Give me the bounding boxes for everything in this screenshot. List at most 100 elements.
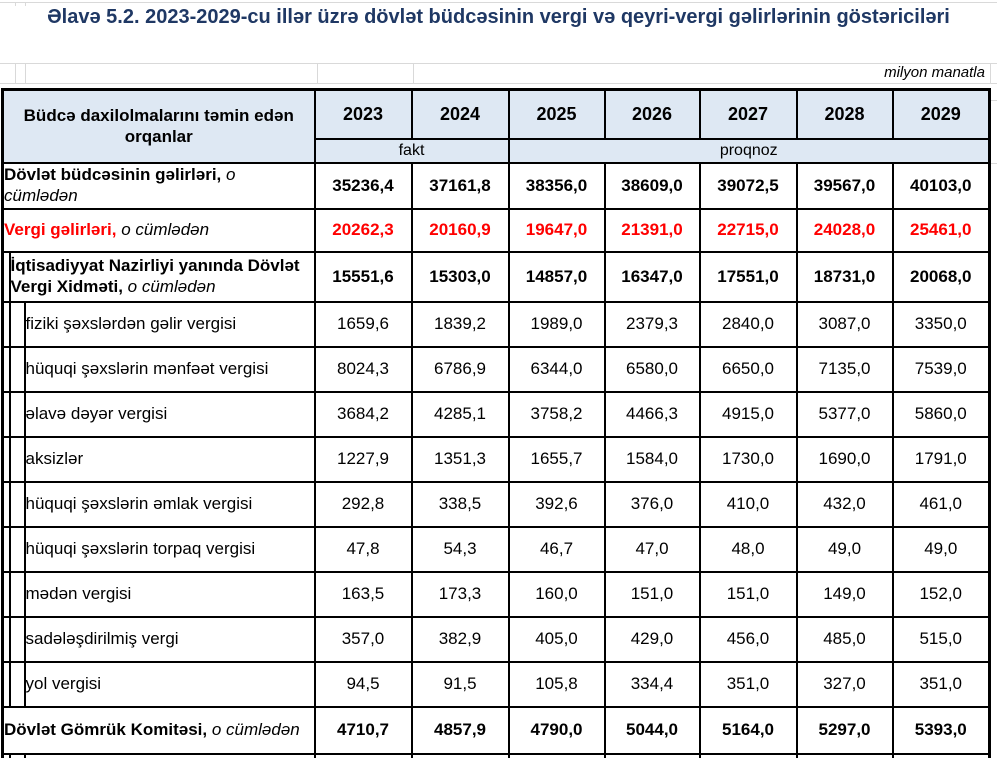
row-label-cell: hüquqi şəxslərin əmlak vergisi: [23, 480, 316, 528]
row-label-text: əlavə dəyər vergisi: [25, 403, 168, 423]
indent-cell: [1, 752, 11, 758]
table-row: əlavə dəyər vergisi 3684,2 4285,1 3758,2 446…: [1, 390, 991, 438]
indent-cell: [1, 435, 11, 483]
value-cell: 351,0: [698, 660, 798, 708]
value-cell: 382,9: [410, 615, 510, 663]
value-cell: 21391,0: [603, 207, 701, 253]
value-cell: 461,0: [891, 480, 991, 528]
value-cell: 94,5: [313, 660, 413, 708]
value-cell: 2840,0: [698, 300, 798, 348]
value-cell: 1989,0: [507, 300, 606, 348]
row-label-cell: hüquqi şəxslərin mənfəət vergisi: [23, 345, 316, 393]
row-label-cell: aksizlər: [23, 435, 316, 483]
row-label-cell: Vergi gəlirləri, o cümlədən: [1, 207, 316, 253]
table-row: hüquqi şəxslərin əmlak vergisi 292,8 338,5…: [1, 480, 991, 528]
row-label-cell: əlavə dəyər vergisi: [23, 390, 316, 438]
value-cell: 1690,0: [795, 435, 894, 483]
header-year-2024: 2024: [410, 88, 510, 140]
value-cell: 7539,0: [891, 345, 991, 393]
table-row: Vergi gəlirləri, o cümlədən 20262,3 20160,…: [1, 207, 991, 253]
value-cell: 91,5: [410, 660, 510, 708]
value-cell: [891, 752, 991, 758]
value-cell: 4915,0: [698, 390, 798, 438]
header-organs-cell: Büdcə daxilolmalarını təmin edən orqanla…: [1, 88, 316, 164]
value-cell: 4710,7: [313, 705, 413, 755]
value-cell: 1659,6: [313, 300, 413, 348]
value-cell: 160,0: [507, 570, 606, 618]
value-cell: 4285,1: [410, 390, 510, 438]
value-cell: 37161,8: [410, 161, 510, 210]
value-cell: 6786,9: [410, 345, 510, 393]
value-cell: 38609,0: [603, 161, 701, 210]
value-cell: 432,0: [795, 480, 894, 528]
value-cell: 4790,0: [507, 705, 606, 755]
value-cell: 5860,0: [891, 390, 991, 438]
page-title: Əlavə 5.2. 2023-2029-cu illər üzrə dövlə…: [47, 6, 950, 28]
table-row: sadələşdirilmiş vergi 357,0 382,9 405,0 429,…: [1, 615, 991, 663]
value-cell: 173,3: [410, 570, 510, 618]
value-cell: 456,0: [698, 615, 798, 663]
value-cell: 20160,9: [410, 207, 510, 253]
row-label-text: mədən vergisi: [25, 583, 132, 603]
indent-cell: [1, 570, 11, 618]
value-cell: 25461,0: [891, 207, 991, 253]
value-cell: 334,4: [603, 660, 701, 708]
value-cell: 4857,9: [410, 705, 510, 755]
value-cell: 2379,3: [603, 300, 701, 348]
value-cell: 1584,0: [603, 435, 701, 483]
value-cell: 3350,0: [891, 300, 991, 348]
value-cell: 20262,3: [313, 207, 413, 253]
value-cell: [603, 752, 701, 758]
value-cell: 20068,0: [891, 250, 991, 303]
header-year-2028: 2028: [795, 88, 894, 140]
value-cell: 151,0: [603, 570, 701, 618]
row-label-cell: Dövlət büdcəsinin gəlirləri, o cümlədən: [1, 161, 316, 210]
row-label-text: fiziki şəxslərdən gəlir vergisi: [25, 313, 237, 333]
indent-cell: [1, 250, 11, 303]
value-cell: 292,8: [313, 480, 413, 528]
value-cell: 8024,3: [313, 345, 413, 393]
value-cell: [795, 752, 894, 758]
row-label-cell: yol vergisi: [23, 660, 316, 708]
row-label-cell: Dövlət Gömrük Komitəsi, o cümlədən: [1, 705, 316, 755]
sheet-gridline: [0, 63, 997, 64]
value-cell: 24028,0: [795, 207, 894, 253]
value-cell: 163,5: [313, 570, 413, 618]
row-label-suffix: o cümlədən: [211, 719, 300, 739]
value-cell: 149,0: [795, 570, 894, 618]
value-cell: [507, 752, 606, 758]
header-year-2025: 2025: [507, 88, 606, 140]
indent-cell: [8, 752, 26, 758]
row-label-cell: hüquqi şəxslərin torpaq vergisi: [23, 525, 316, 573]
table-row: İqtisadiyyat Nazirliyi yanında Dövlət Ve…: [1, 250, 991, 303]
header-year-2023: 2023: [313, 88, 413, 140]
value-cell: 1351,3: [410, 435, 510, 483]
value-cell: 4466,3: [603, 390, 701, 438]
row-label-text: yol vergisi: [25, 673, 102, 693]
value-cell: 18731,0: [795, 250, 894, 303]
sheet-gridline: [990, 163, 997, 164]
value-cell: 46,7: [507, 525, 606, 573]
sheet-gridline: [25, 63, 26, 83]
value-cell: 1791,0: [891, 435, 991, 483]
table-row: hüquqi şəxslərin mənfəət vergisi 8024,3 67…: [1, 345, 991, 393]
value-cell: 105,8: [507, 660, 606, 708]
sheet-gridline: [15, 2, 16, 6]
sheet-gridline: [25, 2, 26, 6]
row-label-cell: fiziki şəxslərdən gəlir vergisi: [23, 300, 316, 348]
value-cell: 47,0: [603, 525, 701, 573]
indent-cell: [1, 525, 11, 573]
value-cell: 14857,0: [507, 250, 606, 303]
value-cell: 15551,6: [313, 250, 413, 303]
row-label-text: sadələşdirilmiş vergi: [25, 628, 179, 648]
value-cell: 7135,0: [795, 345, 894, 393]
row-label-text: Dövlət Gömrük Komitəsi,: [4, 719, 208, 739]
sheet-gridline: [0, 2, 997, 3]
value-cell: 1839,2: [410, 300, 510, 348]
value-cell: 5377,0: [795, 390, 894, 438]
value-cell: [698, 752, 798, 758]
value-cell: 49,0: [795, 525, 894, 573]
value-cell: 49,0: [891, 525, 991, 573]
header-row-fact-forecast: fakt proqnoz: [3, 137, 991, 164]
value-cell: 351,0: [891, 660, 991, 708]
